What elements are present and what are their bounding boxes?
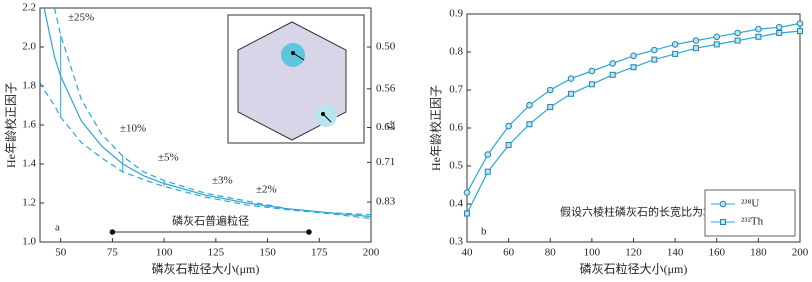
point xyxy=(713,33,721,41)
x-tick-label: 75 xyxy=(107,247,119,259)
point xyxy=(734,37,741,44)
annotation: ±25% xyxy=(68,12,94,24)
annotation: ±2% xyxy=(256,184,277,196)
y-tick-label: 0.7 xyxy=(449,84,463,96)
point xyxy=(567,75,575,82)
range-end xyxy=(306,229,312,235)
point xyxy=(526,121,533,128)
y2-tick-label: 0.63 xyxy=(376,121,396,133)
y2-axis-label: Fₜ xyxy=(386,120,398,131)
point xyxy=(672,50,679,57)
x-tick-label: 40 xyxy=(462,247,474,259)
point xyxy=(568,90,575,97)
point xyxy=(651,46,658,54)
range-label: 磷灰石普遍粒径 xyxy=(172,214,249,228)
x-tick-label: 120 xyxy=(625,247,642,259)
point xyxy=(505,142,512,149)
point xyxy=(526,101,533,109)
point xyxy=(630,52,637,60)
y-tick-label: 0.3 xyxy=(449,236,463,248)
series-line xyxy=(467,22,800,193)
point xyxy=(755,33,762,40)
point xyxy=(734,29,741,37)
x-tick-label: 80 xyxy=(545,247,557,259)
point xyxy=(796,20,804,27)
radius xyxy=(322,113,332,123)
point xyxy=(505,122,512,130)
point xyxy=(776,30,783,36)
y-tick-label: 0.6 xyxy=(449,122,463,134)
x-tick-label: 140 xyxy=(667,247,684,259)
point xyxy=(609,60,616,67)
point xyxy=(609,71,616,78)
x-tick-label: 50 xyxy=(55,247,67,259)
point xyxy=(484,168,491,175)
point xyxy=(630,64,637,71)
y-tick-label: 0.9 xyxy=(449,8,463,20)
y2-tick-label: 0.56 xyxy=(376,82,396,94)
x-tick-label: 200 xyxy=(363,247,380,259)
y-axis-label: He年龄校正因子 xyxy=(3,82,18,168)
annotation: 假设六棱柱磷灰石的长宽比为3:1 xyxy=(560,205,717,219)
x-tick-label: 100 xyxy=(584,247,601,259)
series-line xyxy=(53,8,371,216)
annotation: ±3% xyxy=(212,175,233,187)
y-tick-label: 1.4 xyxy=(22,158,36,170)
annotation: ±10% xyxy=(120,123,146,135)
legend-label: ²³²Th xyxy=(741,216,764,228)
y-tick-label: 2.2 xyxy=(22,2,36,14)
point xyxy=(588,81,595,88)
x-tick-label: 160 xyxy=(709,247,726,259)
point xyxy=(713,41,720,48)
range-end xyxy=(109,229,116,235)
series-line xyxy=(40,81,371,220)
y-tick-label: 1.6 xyxy=(22,119,36,131)
legend-box xyxy=(704,189,796,237)
x-axis-label: 磷灰石粒径大小(μm) xyxy=(152,261,260,276)
y-tick-label: 0.4 xyxy=(449,198,463,210)
annotation: b xyxy=(481,226,487,238)
x-tick-label: 150 xyxy=(259,247,276,259)
x-tick-label: 100 xyxy=(156,247,173,259)
x-tick-label: 175 xyxy=(311,247,328,259)
x-tick-label: 125 xyxy=(208,247,225,259)
y2-tick-label: 0.83 xyxy=(376,196,396,208)
radius xyxy=(292,52,305,61)
point xyxy=(651,56,658,63)
y-tick-label: 2.0 xyxy=(22,41,36,53)
y-tick-label: 1.0 xyxy=(22,236,36,248)
point xyxy=(546,86,554,94)
point xyxy=(463,189,471,196)
y2-tick-label: 0.71 xyxy=(376,156,395,168)
y-tick-label: 1.8 xyxy=(22,80,36,92)
legend-marker xyxy=(719,200,727,208)
x-tick-label: 200 xyxy=(792,247,809,259)
point xyxy=(797,28,803,35)
annotation: a xyxy=(55,222,60,234)
point xyxy=(775,24,783,31)
y-axis-label: He年龄校正因子 xyxy=(428,85,443,171)
inset xyxy=(227,14,365,144)
point xyxy=(464,210,470,217)
legend-marker xyxy=(720,219,726,225)
y-tick-label: 0.8 xyxy=(449,46,463,58)
point xyxy=(588,67,596,75)
point xyxy=(671,41,679,48)
point xyxy=(692,45,699,52)
x-tick-label: 60 xyxy=(503,247,515,259)
legend-label: ²³⁸U xyxy=(741,198,759,210)
y-tick-label: 0.5 xyxy=(449,160,463,172)
y-tick-label: 1.2 xyxy=(22,197,36,209)
y2-tick-label: 0.50 xyxy=(376,41,396,53)
point xyxy=(692,37,700,44)
x-axis-label: 磷灰石粒径大小(μm) xyxy=(580,261,688,276)
x-tick-label: 180 xyxy=(750,247,767,259)
annotation: ±5% xyxy=(158,152,179,164)
point xyxy=(547,104,554,111)
point xyxy=(484,151,492,158)
grain-circle xyxy=(315,105,337,127)
point xyxy=(755,25,762,33)
